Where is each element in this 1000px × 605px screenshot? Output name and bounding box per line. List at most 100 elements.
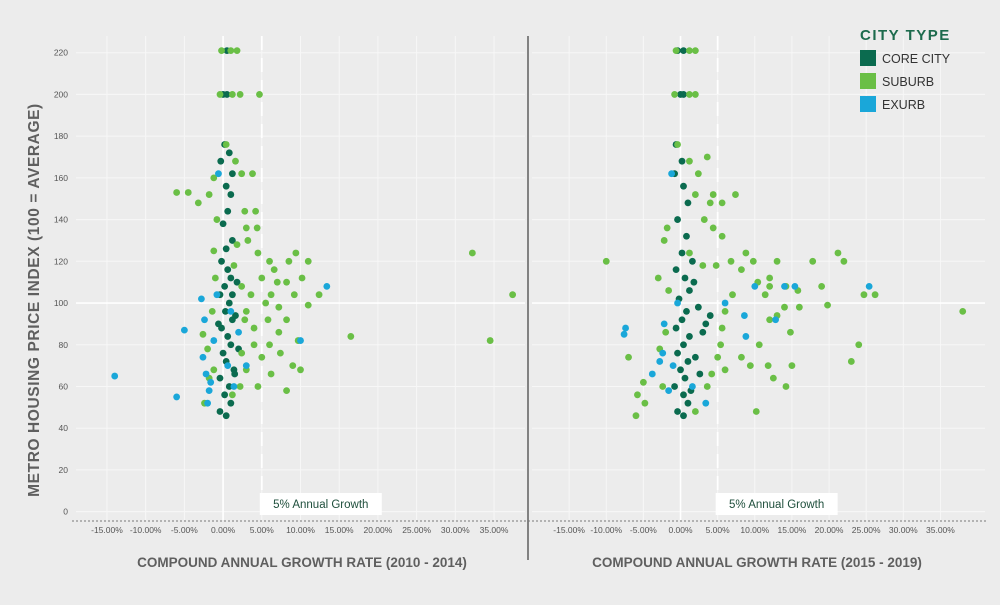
point-suburb xyxy=(254,383,262,390)
x-tick-label: 25.00% xyxy=(402,525,431,535)
y-axis-title: METRO HOUSING PRICE INDEX (100 = AVERAGE… xyxy=(26,103,43,497)
point-core-city xyxy=(681,374,689,382)
point-core-city xyxy=(702,320,710,328)
point-suburb xyxy=(665,287,673,294)
point-exurb xyxy=(742,333,750,340)
point-suburb xyxy=(782,383,790,390)
x-tick-label: -15.00% xyxy=(553,525,585,535)
point-suburb xyxy=(275,328,283,336)
x-tick-label: 30.00% xyxy=(889,525,918,535)
point-suburb xyxy=(283,387,290,395)
series-core-city xyxy=(671,47,714,420)
y-tick-label: 40 xyxy=(59,423,69,433)
point-exurb xyxy=(204,399,212,407)
point-core-city xyxy=(225,383,233,390)
point-suburb xyxy=(304,257,312,265)
point-core-city xyxy=(690,278,698,286)
point-exurb xyxy=(674,299,681,307)
point-exurb xyxy=(791,282,799,290)
point-core-city xyxy=(219,349,227,357)
x-tick-label: 35.00% xyxy=(480,525,509,535)
point-exurb xyxy=(235,328,242,336)
reference-label-box xyxy=(715,493,838,515)
legend-swatch-suburb xyxy=(860,73,876,89)
point-core-city xyxy=(681,274,689,282)
point-core-city xyxy=(217,157,225,165)
point-suburb xyxy=(254,249,262,257)
point-suburb xyxy=(718,324,726,332)
point-exurb xyxy=(199,353,207,361)
point-exurb xyxy=(740,312,748,319)
point-suburb xyxy=(738,266,745,274)
point-core-city xyxy=(222,307,229,315)
x-axis-title-right: COMPOUND ANNUAL GROWTH RATE (2015 - 2019… xyxy=(592,555,922,570)
point-suburb xyxy=(216,91,224,98)
point-suburb xyxy=(781,303,788,311)
point-suburb xyxy=(292,249,300,257)
point-core-city xyxy=(231,370,239,378)
point-core-city xyxy=(227,399,235,407)
y-tick-label: 140 xyxy=(54,215,68,225)
point-suburb xyxy=(700,216,708,223)
point-suburb xyxy=(241,316,249,324)
point-exurb xyxy=(227,307,235,315)
point-suburb xyxy=(270,266,278,274)
x-tick-label: 25.00% xyxy=(852,525,881,535)
point-suburb xyxy=(242,224,250,232)
point-suburb xyxy=(232,157,239,165)
point-core-city xyxy=(216,408,224,415)
point-suburb xyxy=(708,370,716,378)
point-suburb xyxy=(290,291,298,299)
point-suburb xyxy=(721,307,729,315)
y-tick-label: 100 xyxy=(54,298,68,308)
point-suburb xyxy=(818,282,826,290)
point-suburb xyxy=(694,170,702,178)
point-suburb xyxy=(347,333,355,340)
chart-panels: 5% Annual Growth -15.00% -10.00% -5.00% 0.00… xyxy=(54,36,985,535)
point-exurb xyxy=(213,291,221,299)
point-suburb xyxy=(727,257,735,265)
point-suburb xyxy=(840,257,848,265)
point-suburb xyxy=(834,249,842,257)
point-core-city xyxy=(686,333,693,340)
point-exurb xyxy=(111,372,119,380)
point-suburb xyxy=(227,47,235,55)
point-suburb xyxy=(755,341,763,349)
point-suburb xyxy=(703,383,711,390)
point-suburb xyxy=(625,353,632,361)
panel-right: 5% Annual Growth -15.00% -10.00% -5.00% 0.00… xyxy=(532,36,985,535)
point-suburb xyxy=(275,303,283,311)
point-core-city xyxy=(228,170,236,178)
point-suburb xyxy=(210,366,218,374)
point-suburb xyxy=(267,370,275,378)
point-suburb xyxy=(709,191,717,198)
point-core-city xyxy=(678,157,686,165)
point-suburb xyxy=(809,257,817,265)
point-exurb xyxy=(665,387,673,395)
point-suburb xyxy=(641,399,649,407)
point-core-city xyxy=(222,182,230,190)
point-core-city xyxy=(696,370,704,378)
point-suburb xyxy=(468,249,476,257)
point-core-city xyxy=(680,412,687,420)
point-exurb xyxy=(751,282,759,290)
x-tick-label: -10.00% xyxy=(130,525,162,535)
point-suburb xyxy=(706,199,714,207)
series-exurb xyxy=(111,170,331,407)
x-tick-label: -5.00% xyxy=(171,525,198,535)
point-suburb xyxy=(718,199,726,207)
point-core-city xyxy=(232,312,239,319)
point-core-city xyxy=(680,182,687,190)
point-suburb xyxy=(686,91,693,98)
point-core-city xyxy=(221,391,229,399)
point-suburb xyxy=(766,282,774,290)
point-suburb xyxy=(509,291,517,299)
point-suburb xyxy=(787,328,794,336)
point-core-city xyxy=(691,353,699,361)
x-tick-label: 35.00% xyxy=(926,525,955,535)
point-suburb xyxy=(238,282,246,290)
x-tick-label: 30.00% xyxy=(441,525,470,535)
point-exurb xyxy=(224,362,232,370)
